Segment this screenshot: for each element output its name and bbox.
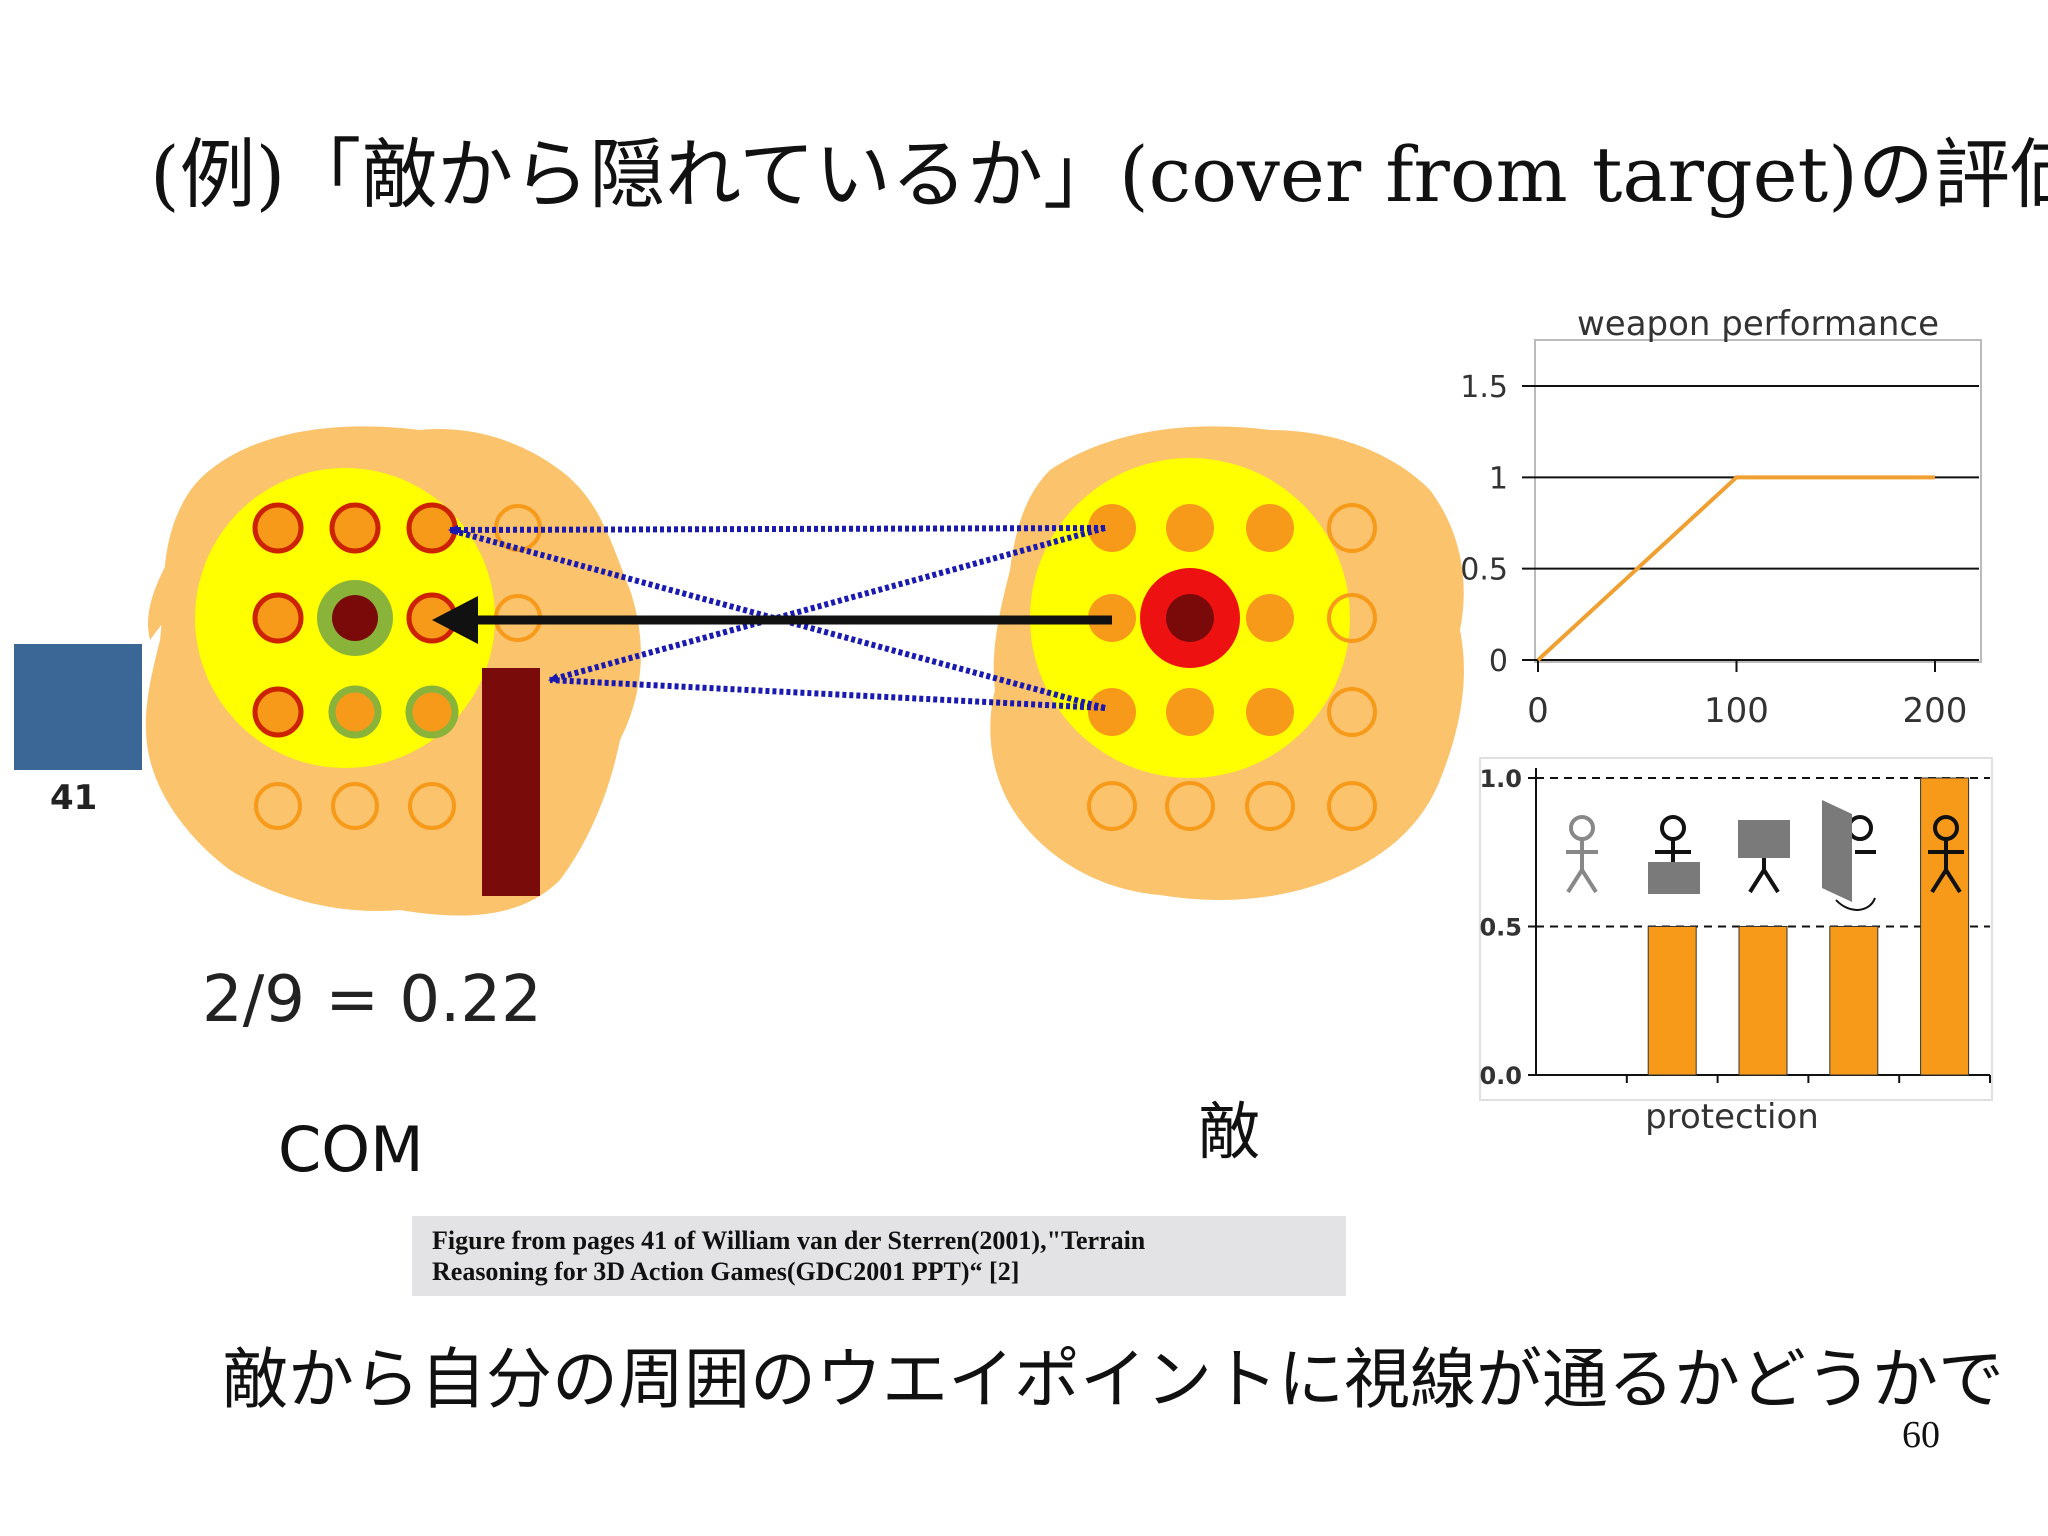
- y-tick-label: 0.0: [1479, 1062, 1522, 1090]
- waypoint-empty: [254, 782, 302, 830]
- sight-line-dotted: [448, 524, 1106, 535]
- y-tick-labels: 0 0.5 1 1.5: [1460, 370, 1508, 679]
- x-tick-label: 200: [1903, 691, 1968, 731]
- y-tick-label: 1.0: [1479, 765, 1522, 793]
- score-label: 41: [50, 778, 98, 818]
- score-box: [14, 644, 142, 770]
- cover-ratio-label: 2/9 = 0.22: [202, 963, 542, 1037]
- bars: [1625, 777, 1991, 1083]
- bar: [1738, 926, 1788, 1076]
- com-position-core: [332, 595, 378, 641]
- person-behind-low-wall-icon: [1648, 815, 1700, 894]
- chart-title: weapon performance: [1577, 304, 1939, 344]
- bottom-caption: 敵から自分の周囲のウエイポイントに視線が通るかどうかで: [222, 1341, 2004, 1418]
- waypoint: [1166, 504, 1214, 552]
- enemy-label: 敵: [1198, 1095, 1261, 1168]
- waypoint-exposed: [252, 686, 304, 738]
- protection-chart: 0.0 0.5 1.0 protection: [1479, 757, 1993, 1137]
- chart-frame: [1479, 757, 1993, 1101]
- weapon-performance-chart: weapon performance 0 0.5 1 1.5 0 100 200: [1460, 304, 1982, 731]
- y-tick-labels: 0.0 0.5 1.0: [1479, 765, 1522, 1090]
- sight-line-dotted: [548, 525, 1106, 683]
- bar: [1829, 926, 1879, 1076]
- obstacle-wall: [482, 668, 540, 896]
- waypoint: [1246, 504, 1294, 552]
- com-waypoints: [252, 502, 542, 830]
- waypoint: [1088, 688, 1136, 736]
- y-tick-label: 0.5: [1479, 914, 1522, 942]
- bar: [1920, 777, 1970, 1076]
- chart-frame: [1534, 339, 1982, 663]
- com-label: COM: [278, 1113, 424, 1186]
- sight-line-dotted: [549, 677, 1106, 711]
- waypoint-empty: [1087, 781, 1137, 831]
- waypoint-exposed: [252, 502, 304, 554]
- waypoint: [1246, 688, 1294, 736]
- series-line: [1536, 475, 1935, 662]
- person-outline-icon: [1566, 815, 1598, 894]
- waypoint: [1166, 688, 1214, 736]
- waypoint-empty: [1165, 781, 1215, 831]
- x-tick-labels: 0 100 200: [1527, 660, 1967, 731]
- waypoint-empty: [494, 504, 542, 552]
- figure-caption: Figure from pages 41 of William van der …: [412, 1216, 1346, 1296]
- waypoint-covered: [328, 685, 382, 739]
- sight-arrowhead: [432, 596, 478, 644]
- x-tick-label: 0: [1527, 691, 1549, 731]
- person-behind-side-panel-icon: [1822, 800, 1876, 911]
- waypoint-empty: [408, 782, 456, 830]
- waypoint-covered: [405, 685, 459, 739]
- waypoint-empty: [1327, 687, 1377, 737]
- waypoint-empty: [1327, 593, 1377, 643]
- page-number: 60: [1902, 1414, 1940, 1456]
- person-behind-screen-icon: [1738, 820, 1790, 894]
- sight-lines: [432, 524, 1112, 711]
- y-tick-label: 0.5: [1460, 553, 1508, 588]
- waypoint-exposed: [406, 502, 458, 554]
- waypoint-empty: [1245, 781, 1295, 831]
- x-axis-label: protection: [1645, 1097, 1819, 1137]
- slide-title: (例)「敵から隠れているか」(cover from target)の評価: [150, 130, 2048, 219]
- person-highlighted-icon: [1928, 815, 1964, 894]
- enemy-position-core: [1166, 594, 1214, 642]
- waypoint-empty: [1327, 503, 1377, 553]
- enemy-waypoints: [1087, 503, 1377, 831]
- waypoint-empty: [1327, 781, 1377, 831]
- bar: [1647, 926, 1697, 1076]
- waypoint-exposed: [252, 592, 304, 644]
- waypoint-empty: [331, 782, 379, 830]
- waypoint-exposed: [329, 502, 381, 554]
- x-tick-label: 100: [1704, 691, 1769, 731]
- y-tick-label: 0: [1489, 644, 1508, 679]
- caption-line-2: Reasoning for 3D Action Games(GDC2001 PP…: [432, 1257, 1020, 1286]
- waypoint: [1088, 504, 1136, 552]
- y-tick-label: 1: [1489, 461, 1508, 496]
- waypoint: [1246, 594, 1294, 642]
- y-tick-label: 1.5: [1460, 370, 1508, 405]
- caption-line-1: Figure from pages 41 of William van der …: [432, 1226, 1146, 1255]
